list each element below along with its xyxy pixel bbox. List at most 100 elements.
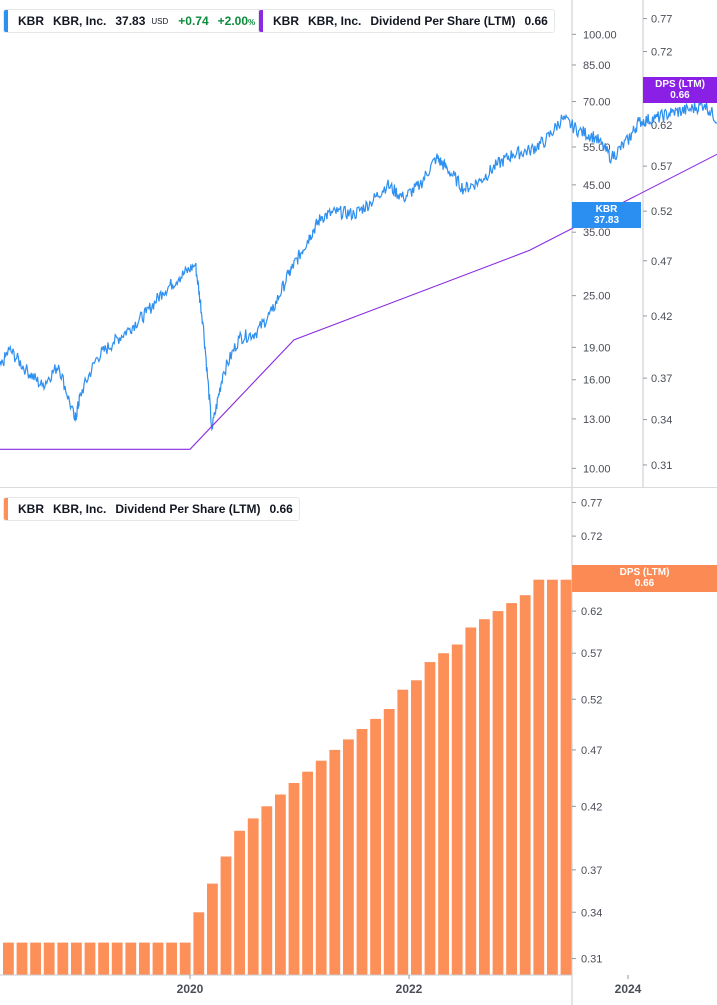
dps-bars <box>3 579 572 975</box>
price-chart: 100.00 85.00 70.00 55.00 45.00 35.00 25.00 19.0… <box>0 0 717 487</box>
dps-bar <box>98 942 109 975</box>
dps-tag-label: DPS (LTM) <box>619 567 670 578</box>
dps-bar <box>261 806 273 975</box>
dps-bar <box>397 689 409 975</box>
dps-bar <box>43 942 55 975</box>
dps-bar <box>438 653 449 975</box>
dps-bar <box>30 942 41 975</box>
dps-bar <box>506 603 517 975</box>
dps-tick-label: 0.47 <box>651 256 672 268</box>
dps-tag-value: 0.66 <box>634 578 655 589</box>
price-tick-label: 10.00 <box>583 463 611 475</box>
dps-bar <box>234 830 245 975</box>
dps-tag-bottom: DPS (LTM) 0.66 <box>572 565 717 592</box>
dps-bar <box>383 709 395 975</box>
dps-bar <box>370 718 381 975</box>
dps-bar <box>411 680 422 975</box>
year-label: 2020 <box>177 982 204 996</box>
dps-bar-tick-label: 0.47 <box>581 745 602 757</box>
legend-symbol: KBR <box>18 14 44 28</box>
dps-bar <box>193 912 205 975</box>
legend-price-value: 37.83 <box>115 14 146 28</box>
legend-company-name: KBR, Inc. <box>308 14 362 28</box>
time-axis: 20182020202220242026 <box>0 974 642 996</box>
legend-metric: Dividend Per Share (LTM) <box>370 14 516 28</box>
dps-bar <box>125 942 137 975</box>
legend-symbol: KBR <box>273 14 299 28</box>
price-axis: 100.00 85.00 70.00 55.00 45.00 35.00 25.00 19.0… <box>571 0 617 487</box>
dps-bar <box>220 856 232 975</box>
dps-bar <box>3 942 14 975</box>
legend-currency: USD <box>151 16 169 26</box>
dps-bar <box>424 662 436 975</box>
dps-tick-label: 0.37 <box>651 373 672 385</box>
dps-bar <box>247 818 259 975</box>
dps-bar <box>302 771 313 975</box>
dps-bar-legend-swatch <box>4 498 8 520</box>
dps-bar <box>16 942 28 975</box>
legend-company-name: KBR, Inc. <box>53 14 107 28</box>
dps-bar <box>547 579 558 975</box>
dps-tick-label: 0.72 <box>651 47 672 59</box>
legend-change-pct: +2.00% <box>217 14 256 28</box>
dps-bar <box>356 729 368 975</box>
price-legend[interactable]: KBR KBR, Inc. 37.83 USD +0.74 +2.00% <box>3 9 263 33</box>
dps-tag-value: 0.66 <box>670 90 690 101</box>
dps-bar <box>111 942 123 975</box>
dps-bar-tick-label: 0.72 <box>581 531 602 543</box>
dps-bar <box>329 749 341 975</box>
dps-legend-bottom[interactable]: KBR KBR, Inc. Dividend Per Share (LTM) 0… <box>3 497 300 521</box>
dps-bar <box>343 739 354 975</box>
price-line <box>0 101 717 432</box>
price-tag-value: 37.83 <box>593 215 620 226</box>
dps-tick-label: 0.62 <box>651 120 672 132</box>
dps-bar-tick-label: 0.57 <box>581 648 602 660</box>
panel-divider[interactable] <box>0 487 717 488</box>
dps-tick-label: 0.31 <box>651 460 672 472</box>
legend-company-name: KBR, Inc. <box>53 502 107 516</box>
legend-change: +0.74 <box>178 14 209 28</box>
dps-bar <box>533 579 545 975</box>
price-tick-label: 100.00 <box>583 29 617 41</box>
price-tick-label: 35.00 <box>583 227 611 239</box>
legend-dps-value: 0.66 <box>269 502 293 516</box>
price-tag: KBR 37.83 <box>572 202 641 228</box>
price-legend-swatch <box>4 10 8 32</box>
legend-symbol: KBR <box>18 502 44 516</box>
dps-bar <box>315 760 327 975</box>
dps-axis: 0.77 0.72 0.62 0.57 0.52 0.47 0.42 0.37 0.34 0.31 <box>642 0 672 487</box>
dps-bar-tick-label: 0.42 <box>581 801 602 813</box>
dps-legend-top[interactable]: KBR KBR, Inc. Dividend Per Share (LTM) 0… <box>258 9 555 33</box>
dps-bar <box>84 942 96 975</box>
price-tag-label: KBR <box>595 204 618 215</box>
dps-bar <box>275 794 286 975</box>
dps-bar <box>451 644 463 975</box>
dps-bar <box>71 942 82 975</box>
dps-bar <box>207 883 218 975</box>
dps-tick-label: 0.34 <box>651 415 672 427</box>
dps-tick-label: 0.42 <box>651 311 672 323</box>
dps-bar <box>479 619 490 975</box>
dps-legend-swatch <box>259 10 263 32</box>
dps-bar-chart: 0.77 0.72 0.62 0.57 0.52 0.47 0.42 0.37 0.34 0.31… <box>0 488 642 1005</box>
dps-bar-tick-label: 0.77 <box>581 497 602 509</box>
dps-line <box>0 153 717 450</box>
dps-bar <box>288 783 300 975</box>
price-tick-label: 85.00 <box>583 60 611 72</box>
dps-bar <box>179 942 191 975</box>
dps-tag-label: DPS (LTM) <box>655 79 705 90</box>
dps-bar <box>152 942 164 975</box>
dps-tick-label: 0.52 <box>651 206 672 218</box>
dps-bar <box>560 579 572 975</box>
dps-bar <box>139 942 150 975</box>
dps-bar-tick-label: 0.62 <box>581 606 602 618</box>
price-tick-label: 70.00 <box>583 97 611 109</box>
dps-bar <box>166 942 177 975</box>
year-label: 2022 <box>396 982 423 996</box>
year-label: 2024 <box>615 982 642 996</box>
dps-bar-tick-label: 0.52 <box>581 694 602 706</box>
dps-tag-top: DPS (LTM) 0.66 <box>643 77 717 103</box>
dps-bar <box>519 595 531 975</box>
dps-bar <box>492 611 504 975</box>
dps-bar <box>57 942 69 975</box>
